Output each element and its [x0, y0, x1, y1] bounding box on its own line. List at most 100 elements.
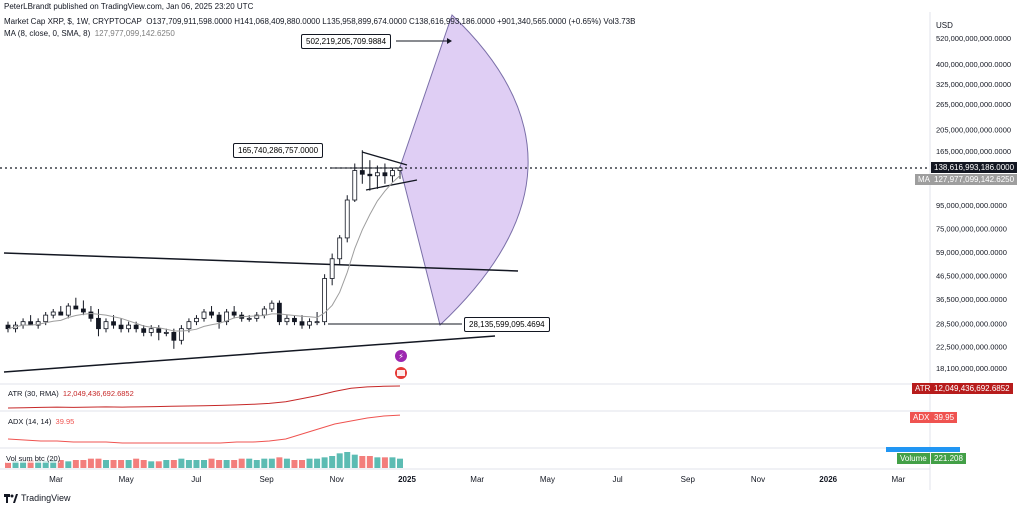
tradingview-footer[interactable]: TradingView: [4, 493, 71, 503]
volume-bar: [35, 461, 42, 468]
volume-bar: [185, 460, 192, 468]
ma-tag-label: MA: [915, 174, 933, 185]
time-axis-tick-label: 2025: [398, 475, 416, 484]
flash-glyph: ⚡: [398, 352, 404, 361]
candle-body: [276, 302, 282, 323]
price-axis-tick-label: 165,000,000,000.0000: [936, 147, 1011, 156]
candle-body: [299, 321, 305, 326]
volume-bar: [246, 458, 253, 468]
volume-bar: [208, 458, 215, 468]
price-axis-tick-label: 59,000,000,000.0000: [936, 248, 1007, 257]
volume-bar: [336, 453, 343, 468]
candle-body: [382, 172, 388, 177]
volume-bar: [216, 460, 223, 468]
volume-bar: [276, 457, 283, 468]
pattern-low-label: 28,135,599,095.4694: [464, 317, 550, 332]
volume-bar: [268, 458, 275, 468]
candle-body: [50, 311, 56, 316]
candle-body: [73, 305, 79, 310]
candle-body: [314, 321, 320, 324]
currency-label[interactable]: USD: [936, 21, 953, 30]
price-axis-ticks: 520,000,000,000.0000 400,000,000,000.0000…: [936, 34, 1011, 373]
candle-body: [43, 314, 49, 323]
adx-legend-label: ADX (14, 14): [8, 417, 52, 426]
candle-body: [80, 308, 86, 313]
volume-ma-tag: [886, 447, 960, 452]
candle-body: [344, 199, 350, 239]
volume-bar: [299, 460, 305, 468]
atr-legend[interactable]: ATR (30, RMA) 12,049,436,692.6852: [8, 389, 134, 398]
time-axis-tick-label: Jul: [191, 475, 201, 484]
price-axis-tick-label: 95,000,000,000.0000: [936, 201, 1007, 210]
volume-bar: [314, 458, 321, 468]
time-axis-tick-label: Sep: [681, 475, 696, 484]
volume-bar: [306, 458, 313, 468]
volume-bar: [291, 460, 298, 468]
price-axis-tick-label: 325,000,000,000.0000: [936, 80, 1011, 89]
flash-event-icon[interactable]: [395, 350, 407, 362]
published-line: PeterLBrandt published on TradingView.co…: [4, 2, 254, 11]
ma-legend[interactable]: MA (8, close, 0, SMA, 8) 127,977,099,142…: [4, 29, 175, 38]
volume-bar: [87, 458, 94, 468]
volume-bar: [80, 460, 87, 468]
candle-body: [254, 314, 260, 319]
candle-body: [224, 311, 230, 323]
volume-bar: [231, 460, 238, 468]
volume-bar: [65, 461, 72, 468]
candle-body: [261, 308, 267, 316]
volume-legend[interactable]: Vol sum btc (20): [6, 454, 61, 463]
volume-bar: [72, 460, 79, 468]
candle-body: [96, 317, 101, 330]
triangle-pattern: [361, 151, 418, 191]
candle-body: [284, 317, 290, 323]
volume-bar: [163, 460, 170, 468]
candle-body: [118, 324, 124, 330]
candle-body: [397, 167, 403, 171]
price-axis-tick-label: 36,500,000,000.0000: [936, 295, 1007, 304]
pattern-high-label: 165,740,286,757.0000: [233, 143, 324, 158]
candle-body: [216, 314, 222, 323]
volume-bar: [366, 456, 373, 468]
volume-bar: [253, 460, 260, 468]
projection-cone: [399, 14, 529, 326]
candle-body: [88, 311, 94, 319]
volume-bar: [381, 457, 388, 468]
atr-legend-value: 12,049,436,692.6852: [62, 389, 134, 398]
adx-legend[interactable]: ADX (14, 14) 39.95: [8, 417, 74, 426]
candle-body: [246, 317, 252, 320]
volume-bar: [351, 454, 358, 468]
target-label: 502,219,205,709.9884: [301, 34, 392, 49]
candle-body: [231, 311, 237, 316]
volume-bar: [148, 461, 155, 468]
candle-body: [126, 324, 132, 330]
volume-bar: [95, 458, 102, 468]
last-price-tag: 138,616,993,186.0000: [931, 162, 1018, 173]
time-axis-tick-label: Sep: [259, 475, 274, 484]
volume-tag-label: Volume: [897, 453, 930, 464]
volume-bar: [42, 461, 49, 468]
symbol-line: Market Cap XRP, $, 1W, CRYPTOCAP O137,70…: [4, 17, 635, 26]
candle-body: [194, 317, 199, 323]
candle-body: [329, 258, 335, 279]
time-axis-tick-label: May: [540, 475, 555, 484]
price-axis-tick-label: 46,500,000,000.0000: [936, 271, 1007, 280]
adx-price-tag: 39.95: [931, 412, 958, 423]
atr-legend-label: ATR (30, RMA): [8, 389, 59, 398]
volume-bar: [238, 458, 245, 468]
volume-bar: [155, 461, 162, 468]
volume-bar: [321, 457, 328, 468]
candle-body: [201, 311, 207, 319]
time-axis-tick-label: Mar: [470, 475, 484, 484]
volume-bar: [389, 457, 396, 468]
price-axis-tick-label: 205,000,000,000.0000: [936, 125, 1011, 134]
volume-bar: [223, 460, 230, 468]
symbol-name[interactable]: Market Cap XRP, $, 1W, CRYPTOCAP: [4, 17, 142, 26]
volume-bar: [329, 456, 336, 468]
candle-body: [141, 328, 147, 333]
candle-body: [367, 173, 373, 177]
time-axis-tick-label: Mar: [49, 475, 63, 484]
volume-bar: [27, 460, 34, 468]
candle-body: [307, 321, 312, 326]
volume-bar: [344, 452, 351, 468]
